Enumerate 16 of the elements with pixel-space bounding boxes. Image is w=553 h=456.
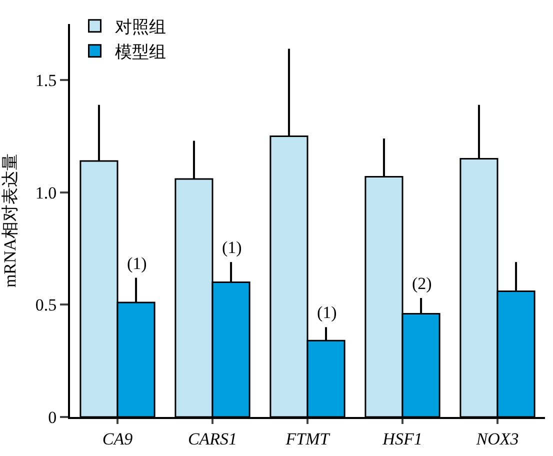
x-tick-label: CARS1 — [188, 429, 238, 448]
x-tick-label: HSF1 — [382, 429, 422, 448]
y-axis-title: mRNA相对表达量 — [0, 153, 20, 288]
annotation: (2) — [412, 274, 432, 293]
y-tick-label: 0.5 — [35, 296, 57, 315]
y-tick-label: 1.5 — [35, 71, 57, 90]
y-tick-label: 1.0 — [35, 183, 57, 202]
annotation: (1) — [222, 238, 242, 257]
x-tick-label: NOX3 — [475, 429, 519, 448]
y-tick-label: 0 — [48, 408, 57, 427]
legend-label: 对照组 — [114, 17, 166, 36]
legend-label: 模型组 — [114, 42, 166, 62]
annotation: (1) — [127, 254, 147, 273]
annotation: (1) — [317, 303, 337, 322]
x-tick-label: CA9 — [102, 429, 134, 448]
x-tick-label: FTMT — [284, 429, 331, 448]
